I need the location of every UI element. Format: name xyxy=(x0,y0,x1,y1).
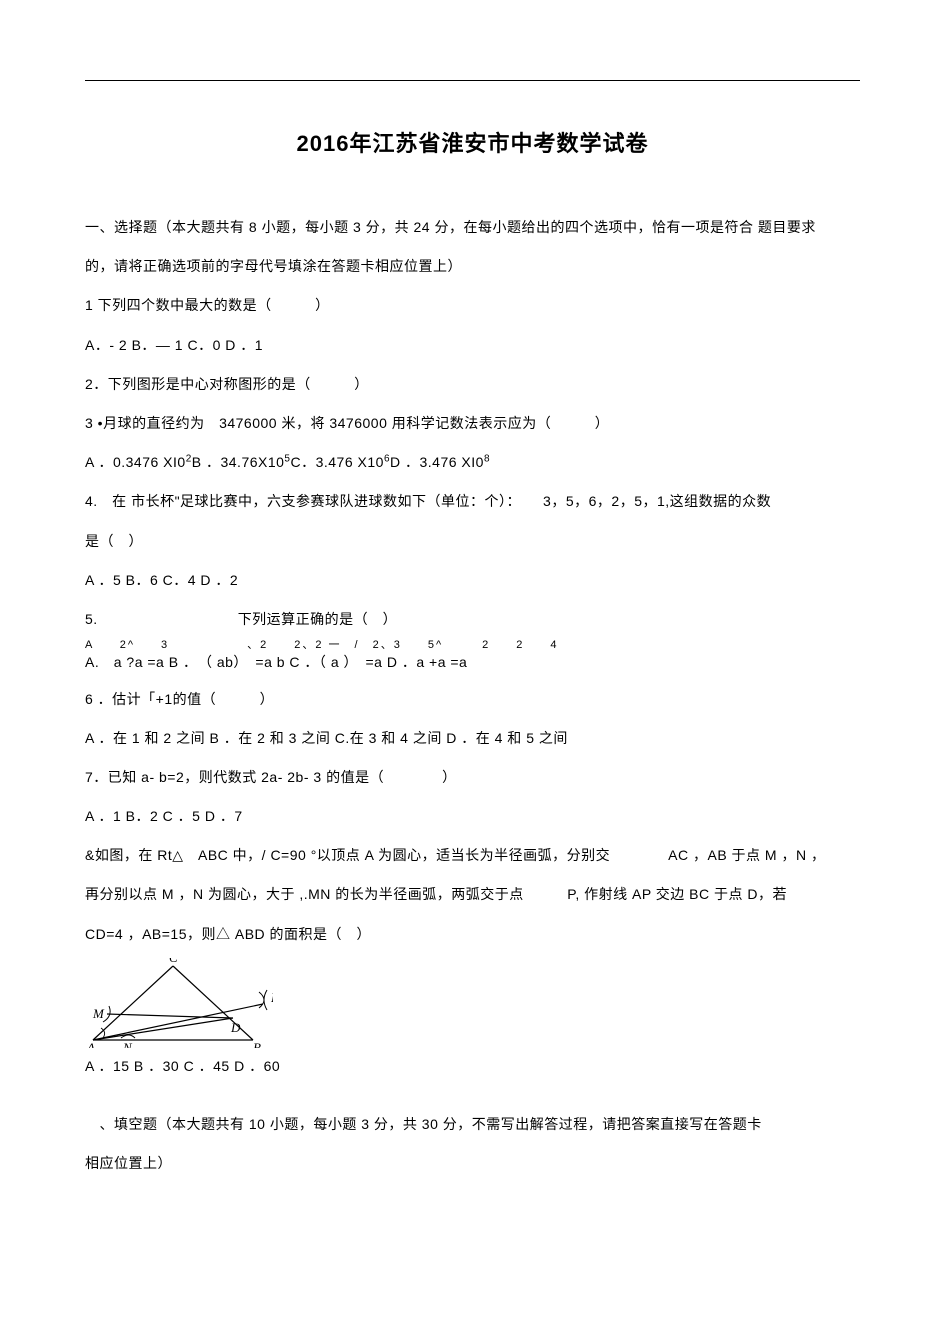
exam-page: 2016年江苏省淮安市中考数学试卷 一、选择题（本大题共有 8 小题，每小题 3… xyxy=(0,0,945,1244)
q5-num: 5. xyxy=(85,600,98,639)
q7-stem: 7．已知 a- b=2，则代数式 2a- 2b- 3 的值是（ ） xyxy=(85,758,860,797)
q5-row: 5. 下列运算正确的是（ ） xyxy=(85,600,860,639)
q7-options: A ．1 B．2 C ．5 D ．7 xyxy=(85,797,860,836)
triangle-diagram: A B C D M N P xyxy=(85,958,273,1048)
section2-line1: 、填空题（本大题共有 10 小题，每小题 3 分，共 30 分，不需写出解答过程… xyxy=(85,1105,860,1144)
page-title: 2016年江苏省淮安市中考数学试卷 xyxy=(85,126,860,158)
q4-options: A ．5 B．6 C．4 D ．2 xyxy=(85,561,860,600)
q3-stem: 3 •月球的直径约为 3476000 米，将 3476000 用科学记数法表示应… xyxy=(85,404,860,443)
q8-line3: CD=4 ，AB=15，则△ ABD 的面积是（ ） xyxy=(85,915,860,954)
svg-text:B: B xyxy=(253,1040,261,1048)
section2-line2: 相应位置上） xyxy=(85,1144,860,1183)
section2-l1-text: 、填空题（本大题共有 10 小题，每小题 3 分，共 30 分，不需写出解答过程… xyxy=(100,1116,762,1132)
svg-text:N: N xyxy=(122,1040,133,1048)
q8-line2: 再分别以点 M ，N 为圆心，大于 ,.MN 的长为半径画弧，两弧交于点 P, … xyxy=(85,875,860,914)
q5-text: 下列运算正确的是（ ） xyxy=(238,600,398,639)
q3-options: A ．0.3476 XI02B ．34.76X105C．3.476 X106D … xyxy=(85,443,860,482)
title-rest: 年江苏省淮安市中考数学试卷 xyxy=(349,131,648,156)
top-rule xyxy=(85,80,860,81)
q5-main: A. a ?a =a B ． （ ab） =a b C ．（ a ） =a D … xyxy=(85,651,860,673)
q4-line2: 是（ ） xyxy=(85,522,860,561)
q4-line1: 4. 在 市长杯"足球比赛中，六支参赛球队进球数如下（单位：个）： 3，5，6，… xyxy=(85,482,860,521)
q3-opt-c: C．3.476 X10 xyxy=(290,454,383,470)
svg-text:D: D xyxy=(230,1020,241,1035)
q8-line1: &如图，在 Rt△ ABC 中，/ C=90 °以顶点 A 为圆心，适当长为半径… xyxy=(85,836,860,875)
q8-l2a: 再分别以点 M ，N 为圆心，大于 ,.MN 的长为半径画弧，两弧交于点 xyxy=(85,886,524,902)
q2-stem: 2．下列图形是中心对称图形的是（ ） xyxy=(85,365,860,404)
q6-stem: 6 ．估计「+1的值（ ） xyxy=(85,680,860,719)
q1-stem: 1 下列四个数中最大的数是（ ） xyxy=(85,286,860,325)
svg-text:M: M xyxy=(92,1006,105,1021)
q5-sup-row: A 2^ 3 、2 2、2 一 / 2、3 5^ 2 2 4 xyxy=(85,639,860,651)
q8-l1a: &如图，在 Rt△ ABC 中，/ C=90 °以顶点 A 为圆心，适当长为半径… xyxy=(85,847,610,863)
q4-l1b: 3，5，6，2，5，1,这组数据的众数 xyxy=(543,493,771,509)
q8-l1b: AC ，AB 于点 M ，N ， xyxy=(668,847,825,863)
q8-figure: A B C D M N P xyxy=(85,958,860,1053)
q8-l2b: P, 作射线 AP 交边 BC 于点 D，若 xyxy=(567,886,787,902)
svg-text:A: A xyxy=(86,1040,95,1048)
section-gap xyxy=(85,1077,860,1105)
q4-l1a: 4. 在 市长杯"足球比赛中，六支参赛球队进球数如下（单位：个）： xyxy=(85,493,514,509)
q3-sup-8: 8 xyxy=(484,453,490,464)
q3-opt-b: B ．34.76X10 xyxy=(192,454,285,470)
title-year: 2016 xyxy=(297,131,350,156)
q3-opt-d: D ．3.476 XI0 xyxy=(390,454,484,470)
section1-line2: 的，请将正确选项前的字母代号填涂在答题卡相应位置上） xyxy=(85,247,860,286)
q8-options: A ．15 B ．30 C ．45 D ．60 xyxy=(85,1055,860,1077)
svg-text:P: P xyxy=(270,990,273,1005)
q6-options: A ．在 1 和 2 之间 B ．在 2 和 3 之间 C.在 3 和 4 之间… xyxy=(85,719,860,758)
q1-options: A．- 2 B．— 1 C．0 D ．1 xyxy=(85,326,860,365)
q3-opt-a: A ．0.3476 XI0 xyxy=(85,454,186,470)
section1-line1: 一、选择题（本大题共有 8 小题，每小题 3 分，共 24 分，在每小题给出的四… xyxy=(85,208,860,247)
svg-text:C: C xyxy=(169,958,178,965)
